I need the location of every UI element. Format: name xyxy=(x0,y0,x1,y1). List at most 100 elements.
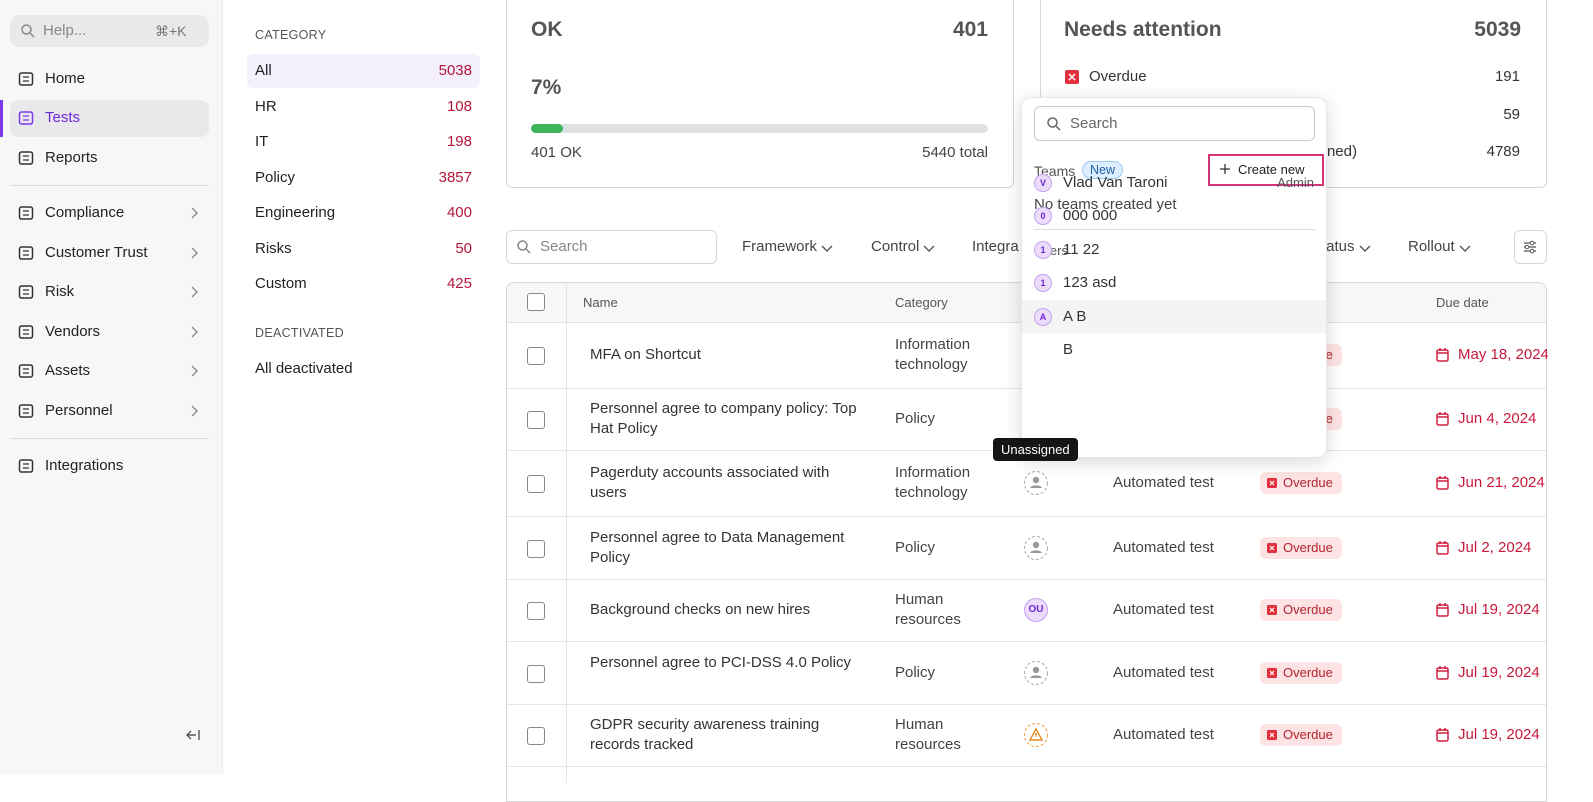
due-date: May 18, 2024 xyxy=(1458,346,1549,363)
empty-teams: No teams created yet xyxy=(1034,196,1177,213)
filter-dropdown[interactable]: Rollout xyxy=(1408,238,1455,255)
user-name[interactable]: Vlad Van Taroni xyxy=(1063,174,1168,191)
user-name[interactable]: A B xyxy=(1063,307,1087,325)
category-count: 400 xyxy=(446,204,472,221)
category-item[interactable]: Policy xyxy=(255,168,296,186)
deactivated-item[interactable]: All deactivated xyxy=(255,360,353,377)
category-item[interactable]: Custom xyxy=(255,275,307,292)
header-checkbox[interactable] xyxy=(527,293,545,311)
row-divider xyxy=(507,579,1546,580)
status-badge: Overdue xyxy=(1260,472,1342,494)
nav-icon xyxy=(18,246,34,260)
row-checkbox[interactable] xyxy=(527,347,545,365)
test-category: Human resources xyxy=(895,716,961,753)
chevron xyxy=(923,245,935,252)
plus-icon xyxy=(1220,164,1230,174)
row-checkbox[interactable] xyxy=(527,475,545,493)
user-avatar: 0 xyxy=(1034,207,1052,226)
test-type: Automated test xyxy=(1113,726,1214,743)
column-header: Category xyxy=(895,295,948,310)
category-item[interactable]: All xyxy=(255,62,272,79)
nav-item[interactable]: Compliance xyxy=(45,204,125,221)
category-item[interactable]: Engineering xyxy=(255,204,336,221)
row-divider xyxy=(507,641,1546,642)
test-name[interactable]: Personnel agree to PCI-DSS 4.0 Policy xyxy=(590,653,851,671)
test-name[interactable]: Pagerduty accounts associated with users xyxy=(590,464,830,501)
filter-dropdown[interactable]: Control xyxy=(871,238,920,255)
warning-avatar xyxy=(1024,723,1048,747)
calendar-icon xyxy=(1436,540,1449,555)
settings-button[interactable] xyxy=(1514,230,1547,264)
test-name[interactable]: GDPR security awareness training records… xyxy=(590,716,820,753)
status-badge: Overdue xyxy=(1260,536,1342,559)
attention-value: 59 xyxy=(1503,105,1520,123)
due-date: Jun 4, 2024 xyxy=(1458,410,1537,427)
row-divider xyxy=(507,516,1546,517)
nav-item[interactable]: Home xyxy=(45,70,86,87)
category-count: 425 xyxy=(446,275,472,292)
table-search[interactable] xyxy=(506,230,717,264)
search-placeholder: Search xyxy=(540,238,588,255)
unassigned-avatar xyxy=(1024,471,1048,495)
nav-icon xyxy=(18,459,34,473)
test-type: Automated test xyxy=(1113,538,1214,556)
row-checkbox[interactable] xyxy=(527,411,545,429)
dropdown-search[interactable] xyxy=(1034,106,1315,141)
row-checkbox[interactable] xyxy=(527,539,545,558)
nav-item[interactable]: Personnel xyxy=(45,402,113,419)
row-checkbox[interactable] xyxy=(527,727,545,745)
ok-label: 401 OK xyxy=(531,144,582,161)
nav-item[interactable]: Integrations xyxy=(45,457,124,474)
due-date: Jul 2, 2024 xyxy=(1458,538,1532,556)
row-divider xyxy=(507,704,1546,705)
category-heading: CATEGORY xyxy=(255,28,327,42)
test-category: Policy xyxy=(895,410,936,427)
nav-item[interactable]: Customer Trust xyxy=(45,244,148,261)
calendar-icon xyxy=(1436,665,1449,680)
user-name[interactable]: 123 asd xyxy=(1063,274,1117,292)
status-badge: Overdue xyxy=(1260,599,1342,621)
column-header: Name xyxy=(583,295,618,310)
status-icon xyxy=(1267,730,1277,740)
filter-dropdown[interactable]: tatus xyxy=(1322,238,1355,255)
create-new-button[interactable]: Create new xyxy=(1208,154,1324,186)
nav-item[interactable]: Tests xyxy=(45,109,81,126)
category-item[interactable]: HR xyxy=(255,97,277,115)
search-icon xyxy=(517,240,531,254)
nav-item[interactable]: Assets xyxy=(45,362,91,379)
nav-item[interactable]: Risk xyxy=(45,283,75,300)
category-item[interactable]: Risks xyxy=(255,239,292,257)
nav-active-bg xyxy=(10,100,209,137)
unassigned-avatar xyxy=(1024,535,1048,560)
status-icon xyxy=(1267,542,1277,553)
status-badge: Overdue xyxy=(1260,661,1342,684)
attention-label: ned) xyxy=(1326,143,1357,160)
column-divider xyxy=(566,283,567,783)
chevron xyxy=(1459,245,1471,252)
user-name[interactable]: B xyxy=(1063,341,1074,358)
settings-icon xyxy=(1524,240,1536,254)
filter-dropdown[interactable]: Integra xyxy=(972,238,1019,255)
test-category: Information technology xyxy=(895,464,971,501)
nav-icon xyxy=(18,285,34,299)
user-avatar: A xyxy=(1034,307,1052,326)
test-name[interactable]: Background checks on new hires xyxy=(590,601,811,618)
row-checkbox[interactable] xyxy=(527,664,545,683)
collapse-icon xyxy=(186,730,200,740)
test-name[interactable]: Personnel agree to Data Management Polic… xyxy=(590,528,845,566)
calendar-icon xyxy=(1436,476,1449,490)
nav-item[interactable]: Reports xyxy=(45,149,98,166)
user-name[interactable]: 000 000 xyxy=(1063,207,1118,225)
category-item[interactable]: IT xyxy=(255,133,269,150)
nav-item[interactable]: Vendors xyxy=(45,323,101,340)
filter-dropdown[interactable]: Framework xyxy=(742,238,818,255)
user-name[interactable]: 11 22 xyxy=(1063,240,1100,258)
new-badge: New xyxy=(1082,161,1124,179)
due-date: Jun 21, 2024 xyxy=(1458,474,1545,491)
row-checkbox[interactable] xyxy=(527,602,545,620)
nav-chevron xyxy=(191,405,198,417)
help-search[interactable] xyxy=(10,15,209,47)
test-name[interactable]: MFA on Shortcut xyxy=(590,346,701,363)
calendar-icon xyxy=(1436,348,1449,362)
test-name[interactable]: Personnel agree to company policy: Top H… xyxy=(590,400,857,437)
